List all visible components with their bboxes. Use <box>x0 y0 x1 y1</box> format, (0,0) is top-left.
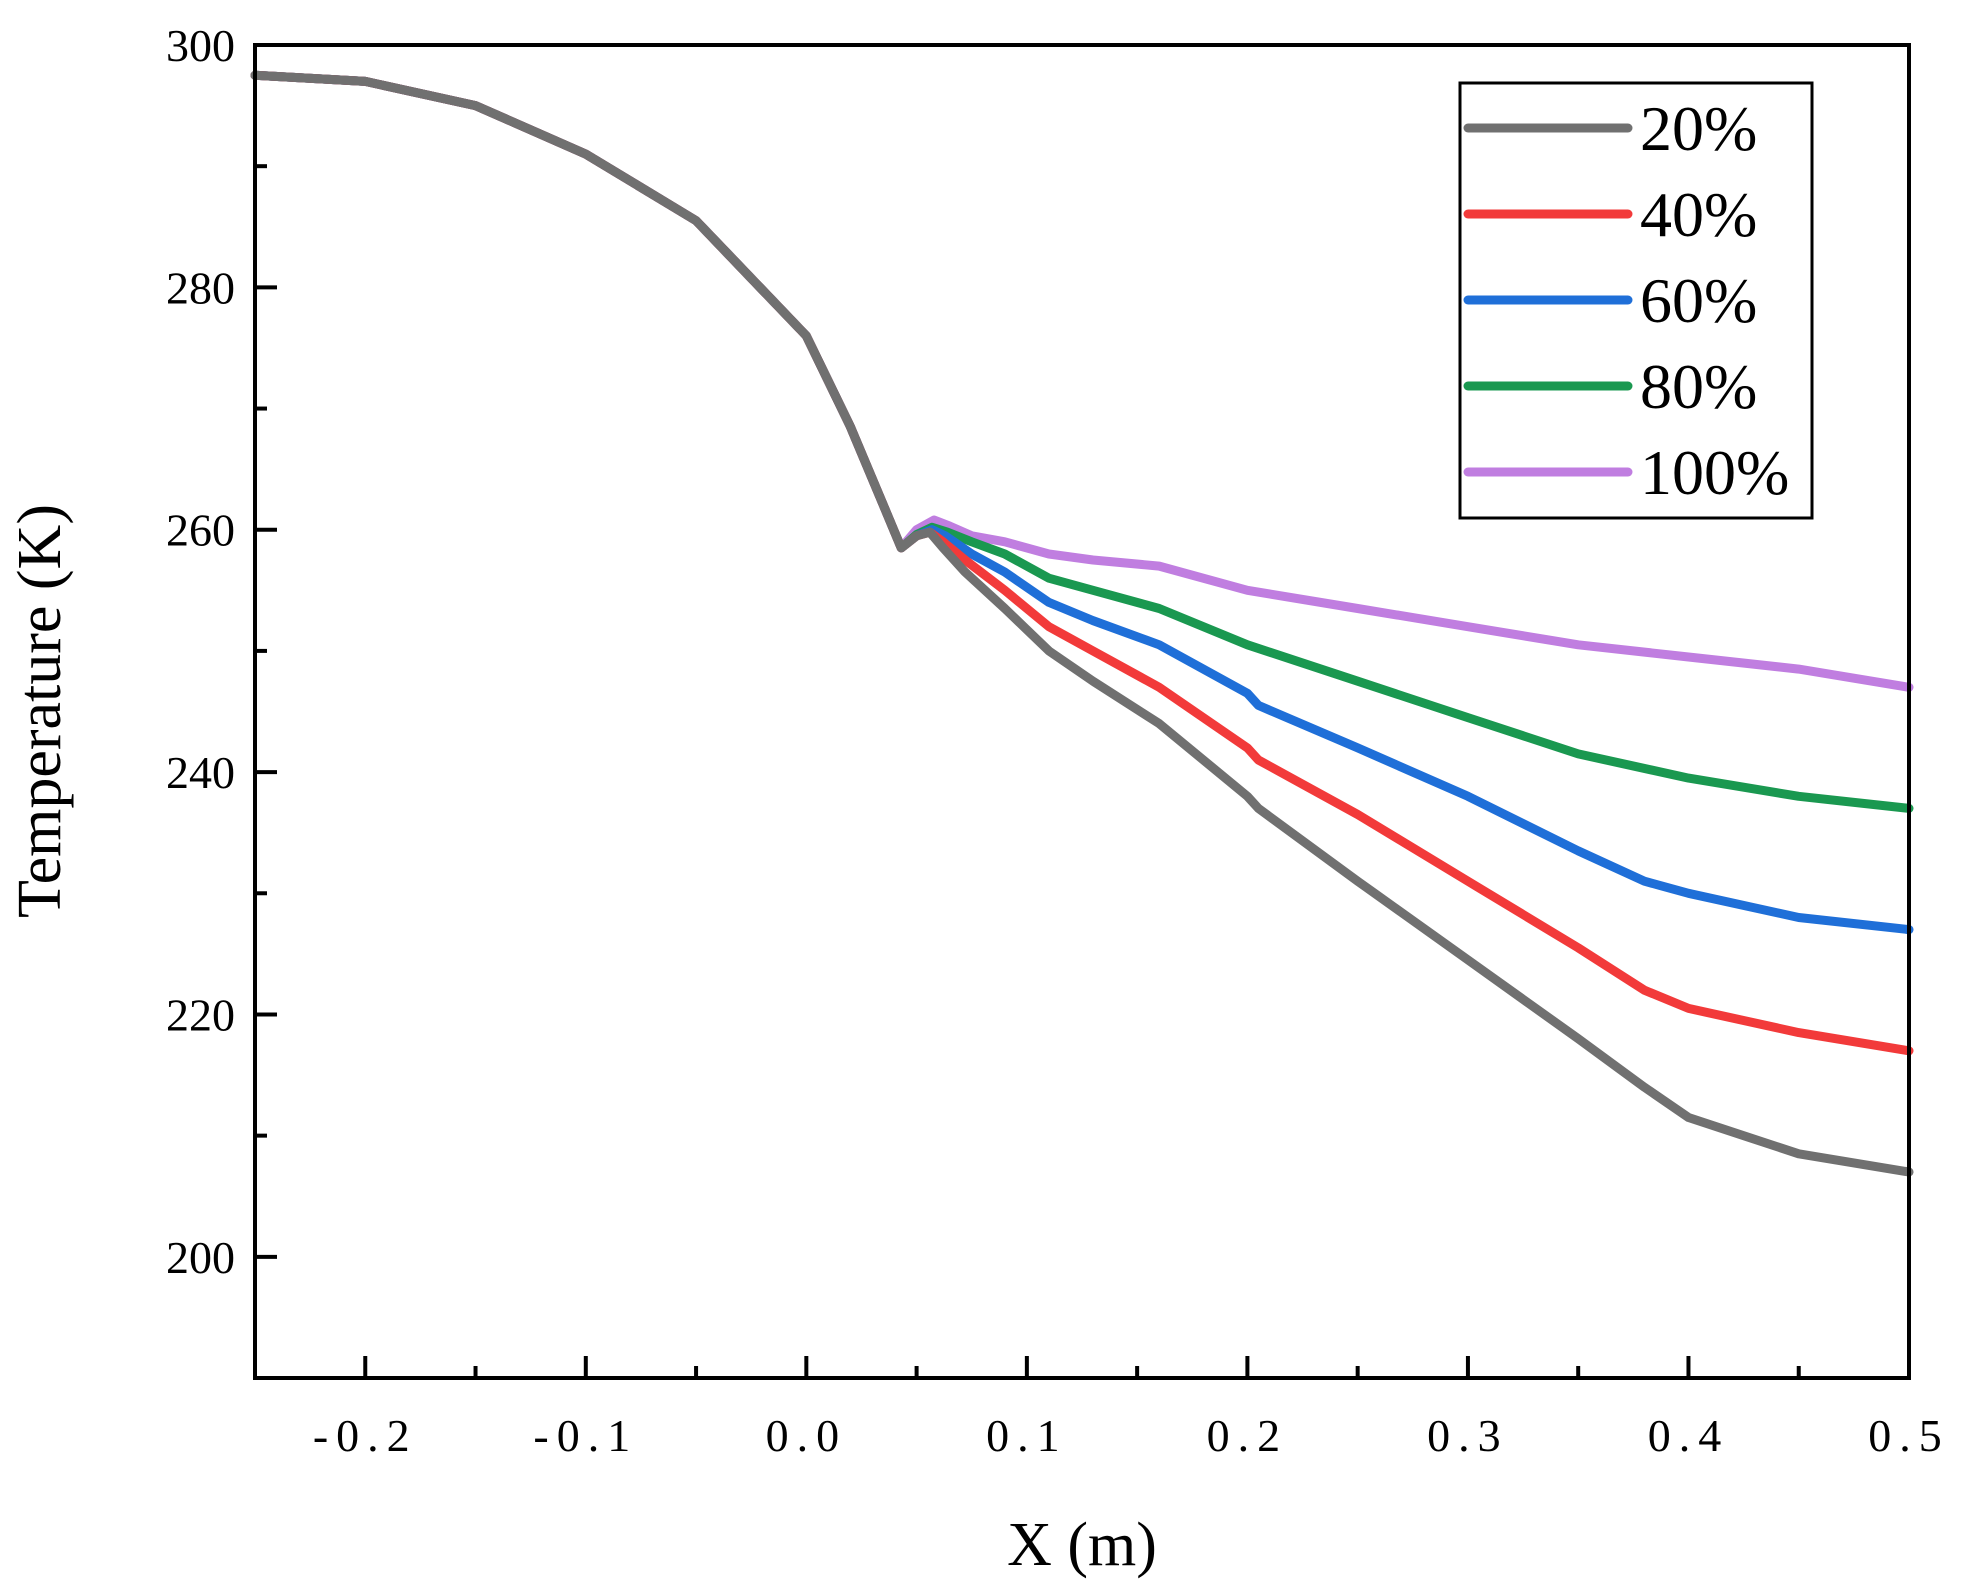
plot-frame <box>253 43 1911 1380</box>
legend: 20% 40% 60% 80% 100% <box>1458 81 1814 520</box>
legend-label-80pct: 80% <box>1640 351 1757 422</box>
y-tick-label: 280 <box>166 262 235 313</box>
x-tick-label: 0.5 <box>1868 1410 1950 1461</box>
x-tick-label: -0.1 <box>533 1410 638 1461</box>
legend-label-100pct: 100% <box>1640 437 1789 508</box>
plot-lines <box>250 70 1914 1177</box>
x-axis-title: X (m) <box>1007 1511 1157 1579</box>
x-tick-label: -0.2 <box>313 1410 418 1461</box>
series-line-20pct <box>250 70 1914 1177</box>
y-tick-label: 300 <box>166 20 235 71</box>
y-axis-title: Temperature (K) <box>6 504 74 918</box>
legend-label-20pct: 20% <box>1640 93 1757 164</box>
y-tick-label: 200 <box>166 1232 235 1283</box>
x-axis: -0.2 -0.1 0.0 0.1 0.2 0.3 0.4 0.5 <box>313 1356 1950 1461</box>
y-axis: 200 220 240 260 280 300 <box>166 20 277 1283</box>
x-tick-label: 0.3 <box>1427 1410 1509 1461</box>
legend-label-60pct: 60% <box>1640 265 1757 336</box>
y-tick-label: 220 <box>166 989 235 1040</box>
x-tick-label: 0.4 <box>1648 1410 1730 1461</box>
y-tick-label: 240 <box>166 747 235 798</box>
y-tick-label: 260 <box>166 505 235 556</box>
x-tick-label: 0.0 <box>766 1410 848 1461</box>
x-tick-label: 0.2 <box>1207 1410 1289 1461</box>
legend-label-40pct: 40% <box>1640 179 1757 250</box>
x-tick-label: 0.1 <box>986 1410 1068 1461</box>
